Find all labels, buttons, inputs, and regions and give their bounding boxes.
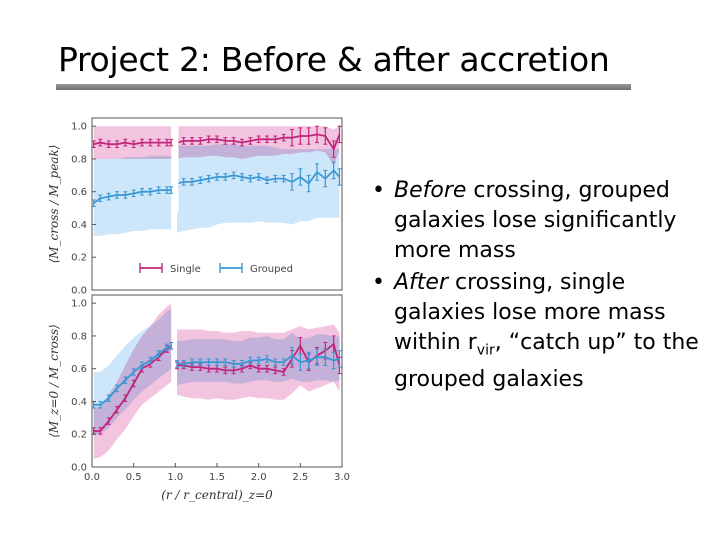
x-tick-label: 3.0	[334, 472, 350, 483]
x-axis-label: (r / r_central)_z=0	[161, 488, 273, 502]
bullet-list: • Before crossing, grouped galaxies lose…	[372, 176, 712, 397]
y-tick-label: 0.0	[71, 463, 87, 474]
y-tick-label: 0.2	[71, 253, 87, 264]
x-tick-label: 0.0	[84, 472, 100, 483]
y-tick-label: 0.0	[71, 286, 87, 297]
axes-frame	[91, 117, 343, 291]
segment-gap	[174, 118, 179, 213]
band-grouped	[93, 308, 172, 435]
y-tick-label: 0.2	[71, 430, 87, 441]
y-tick-label: 0.4	[71, 220, 87, 231]
chart-panel-after: 0.0 0.2 0.4 0.6 0.8 1.0 0.0 0.5 1.0 1.5 2.0 2.5 3.0 (…	[47, 294, 350, 502]
bullet-emphasis: Before	[394, 178, 467, 203]
y-tick-label: 0.6	[71, 364, 87, 375]
y-axis-label: ⟨M_z=0 / M_cross⟩	[47, 324, 61, 438]
band-grouped	[93, 155, 172, 236]
legend: Single Grouped	[139, 263, 293, 275]
title-underline	[56, 84, 631, 90]
y-tick-label: 0.8	[71, 154, 87, 165]
bullet-before: • Before crossing, grouped galaxies lose…	[372, 176, 712, 266]
y-axis-label: ⟨M_cross / M_peak⟩	[47, 145, 61, 264]
y-tick-label: 1.0	[71, 299, 87, 310]
chart-panel-before: 0.0 0.2 0.4 0.6 0.8 1.0 ⟨M_cross / M_peak⟩ Sing…	[47, 117, 343, 297]
band-grouped	[177, 144, 340, 233]
bullet-subscript: vir	[476, 342, 495, 359]
legend-label-grouped: Grouped	[250, 264, 293, 275]
bullet-after: • After crossing, single galaxies lose m…	[372, 268, 712, 395]
x-tick-label: 2.0	[251, 472, 267, 483]
legend-label-single: Single	[170, 264, 201, 275]
plot-area	[92, 303, 342, 459]
bullet-dot: •	[372, 178, 385, 203]
bullet-text: crossing, single galaxies lose more mass…	[394, 270, 666, 355]
plot-area	[92, 118, 342, 236]
y-tick-label: 0.4	[71, 397, 87, 408]
x-tick-label: 1.5	[209, 472, 225, 483]
bullet-text: crossing, grouped galaxies lose signific…	[394, 178, 677, 263]
bullet-text-2: , “catch up” to the grouped galaxies	[394, 330, 699, 393]
y-tick-label: 0.8	[71, 331, 87, 342]
slide-title: Project 2: Before & after accretion	[58, 40, 610, 79]
y-tick-label: 0.6	[71, 187, 87, 198]
y-tick-label: 1.0	[71, 122, 87, 133]
x-tick-label: 1.0	[167, 472, 183, 483]
figure: 0.0 0.2 0.4 0.6 0.8 1.0 ⟨M_cross / M_peak⟩ Sing…	[47, 117, 350, 502]
x-tick-label: 0.5	[126, 472, 142, 483]
bullet-dot: •	[372, 270, 385, 295]
band-single	[93, 126, 172, 159]
bullet-emphasis: After	[394, 270, 449, 295]
x-tick-label: 2.5	[292, 472, 308, 483]
